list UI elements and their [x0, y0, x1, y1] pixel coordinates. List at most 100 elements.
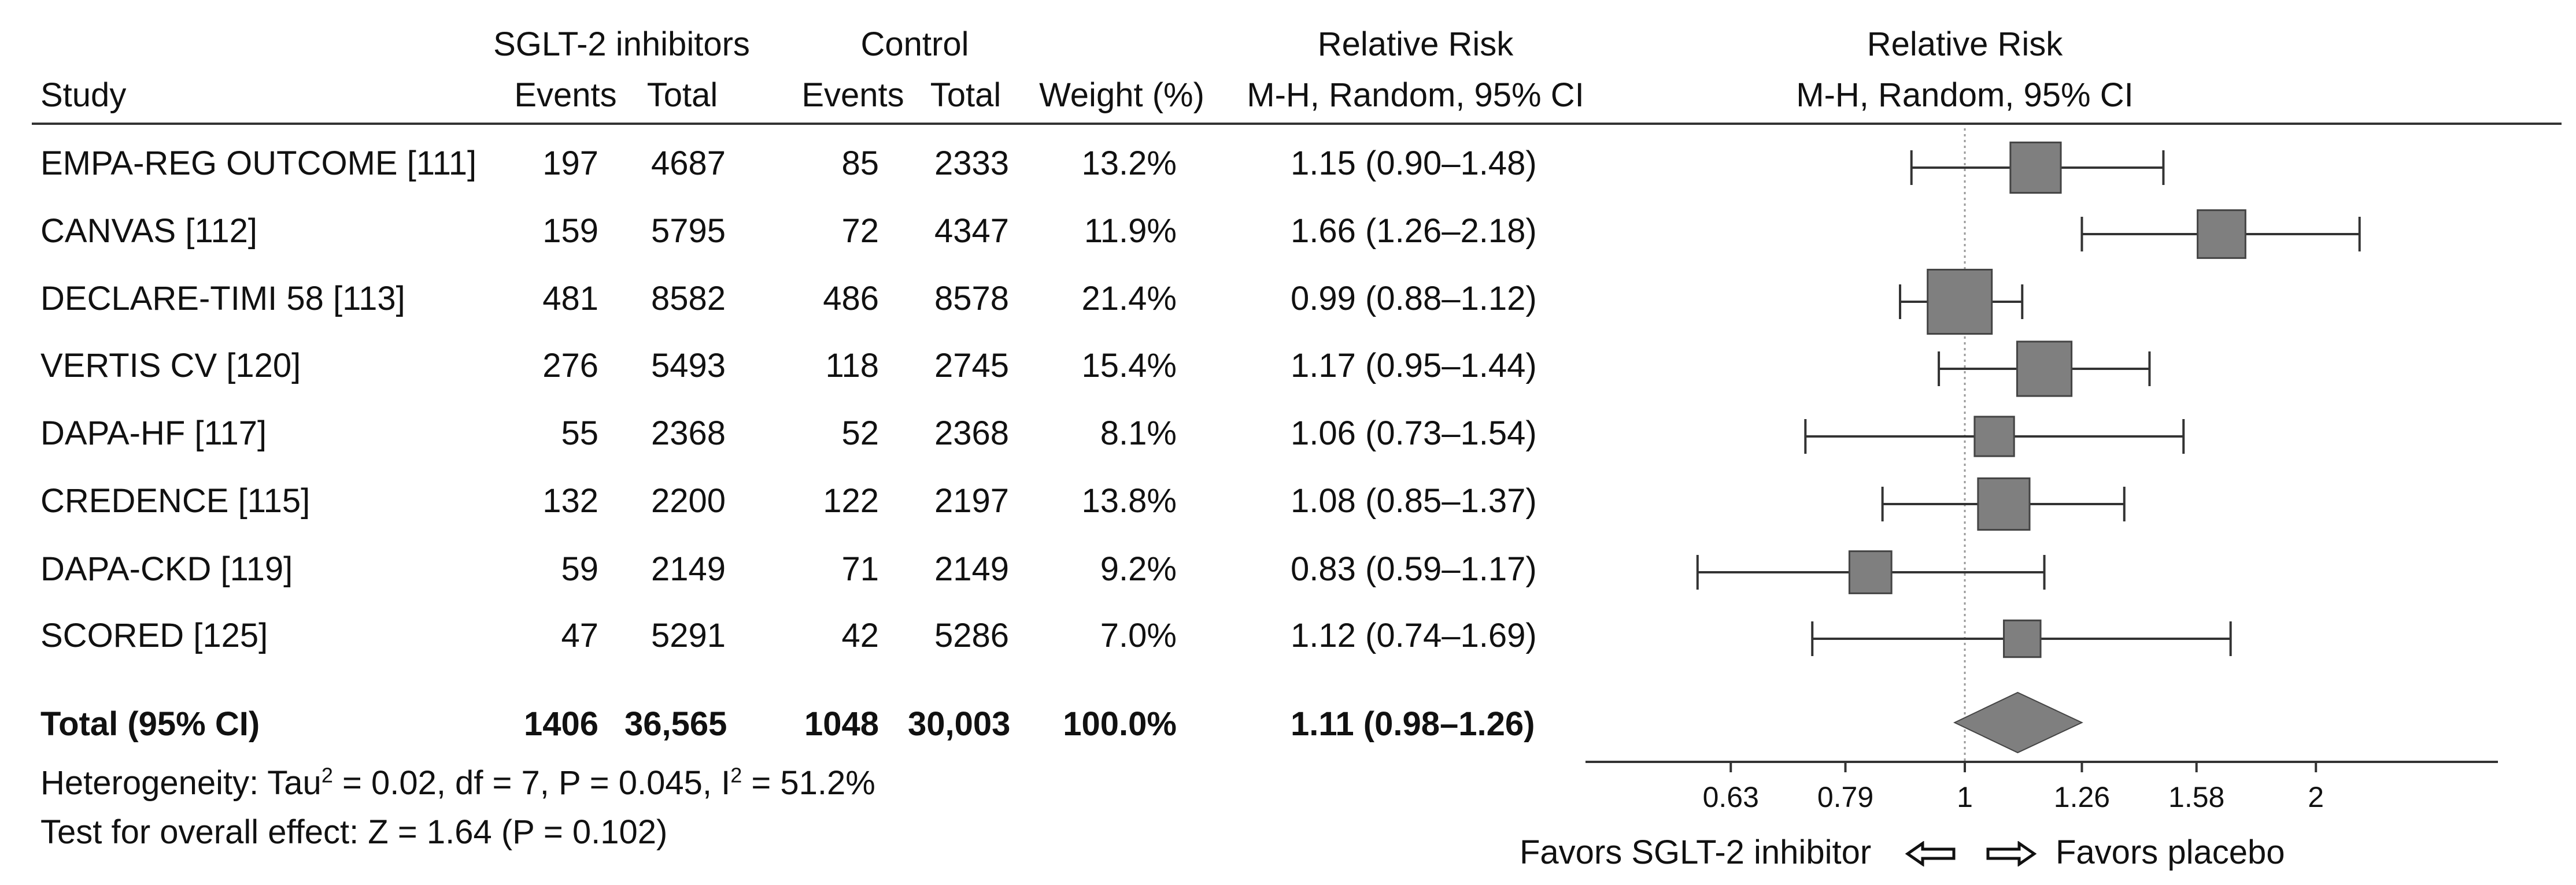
row-weight: 13.2%	[1081, 145, 1177, 182]
row-weight: 8.1%	[1100, 414, 1177, 452]
row-sglt-events: 481	[542, 280, 598, 317]
row-sglt-total: 5795	[651, 212, 726, 250]
row-sglt-total: 2368	[651, 414, 726, 452]
total-ctrl-total: 30,003	[908, 705, 1011, 743]
row-study: VERTIS CV [120]	[40, 347, 301, 384]
row-weight: 15.4%	[1081, 347, 1177, 384]
study-point	[1973, 416, 2015, 457]
row-ctrl-total: 2149	[934, 550, 1009, 588]
right-arrow-icon	[1986, 841, 2037, 867]
row-study: SCORED [125]	[40, 617, 268, 654]
row-sglt-total: 2200	[651, 482, 726, 520]
x-tick-label: 0.79	[1817, 781, 1873, 813]
header-weight: Weight (%)	[1039, 76, 1204, 114]
header-control-group: Control	[860, 25, 969, 63]
header-ctrl-events: Events	[801, 76, 904, 114]
heterogeneity-mid: = 0.02, df = 7, P = 0.045, I	[332, 764, 731, 802]
row-weight: 7.0%	[1100, 617, 1177, 654]
left-arrow-icon	[1905, 841, 1956, 867]
row-rr-text: 0.83 (0.59–1.17)	[1291, 550, 1537, 588]
pooled-diamond	[1953, 691, 2083, 754]
row-study: DECLARE-TIMI 58 [113]	[40, 280, 405, 317]
heterogeneity-suffix: = 51.2%	[742, 764, 875, 802]
total-weight: 100.0%	[1063, 705, 1177, 743]
header-ctrl-total: Total	[930, 76, 1001, 114]
study-point	[2009, 141, 2062, 194]
row-sglt-events: 132	[542, 482, 598, 520]
row-sglt-total: 5493	[651, 347, 726, 384]
row-ctrl-events: 71	[841, 550, 879, 588]
header-rr-plot-title: Relative Risk	[1867, 25, 2063, 63]
total-sglt-total: 36,565	[624, 705, 727, 743]
row-ctrl-events: 122	[823, 482, 879, 520]
row-ctrl-events: 486	[823, 280, 879, 317]
row-sglt-events: 55	[561, 414, 598, 452]
row-ctrl-total: 2333	[934, 145, 1009, 182]
row-ctrl-events: 118	[825, 347, 879, 384]
row-ctrl-events: 72	[841, 212, 879, 250]
x-tick-label: 1.58	[2168, 781, 2224, 813]
row-sglt-events: 159	[542, 212, 598, 250]
row-sglt-events: 59	[561, 550, 598, 588]
study-marks	[1696, 141, 2361, 658]
total-ctrl-events: 1048	[804, 705, 879, 743]
row-rr-text: 1.15 (0.90–1.48)	[1291, 145, 1537, 182]
row-sglt-total: 4687	[651, 145, 726, 182]
header-rr-plot-method: M-H, Random, 95% CI	[1796, 76, 2134, 114]
header-rule	[32, 123, 2562, 125]
row-rr-text: 1.12 (0.74–1.69)	[1291, 617, 1537, 654]
row-weight: 13.8%	[1081, 482, 1177, 520]
row-rr-text: 1.06 (0.73–1.54)	[1291, 414, 1537, 452]
row-weight: 9.2%	[1100, 550, 1177, 588]
row-rr-text: 1.66 (1.26–2.18)	[1291, 212, 1537, 250]
total-label: Total (95% CI)	[40, 705, 260, 743]
row-sglt-events: 197	[542, 145, 598, 182]
row-ctrl-total: 2368	[934, 414, 1009, 452]
heterogeneity-sup-i: 2	[730, 763, 742, 787]
row-study: DAPA-HF [117]	[40, 414, 267, 452]
row-study: DAPA-CKD [119]	[40, 550, 293, 588]
study-point	[1977, 477, 2031, 531]
favors-right-label: Favors placebo	[2056, 834, 2285, 871]
total-rr-text: 1.11 (0.98–1.26)	[1291, 705, 1535, 743]
header-sglt-total: Total	[646, 76, 718, 114]
header-sglt2-group: SGLT-2 inhibitors	[493, 25, 750, 63]
study-point	[2197, 209, 2246, 259]
x-tick-label: 1	[1957, 781, 1973, 813]
x-ticks: 0.63 0.79 1 1.26 1.58 2	[1703, 762, 2324, 813]
heterogeneity-note: Heterogeneity: Tau2 = 0.02, df = 7, P = …	[40, 763, 875, 803]
header-rr-text-method: M-H, Random, 95% CI	[1247, 76, 1584, 114]
row-rr-text: 0.99 (0.88–1.12)	[1291, 280, 1537, 317]
row-rr-text: 1.17 (0.95–1.44)	[1291, 347, 1537, 384]
row-sglt-events: 47	[561, 617, 598, 654]
header-study: Study	[40, 76, 127, 114]
row-ctrl-events: 85	[841, 145, 879, 182]
row-rr-text: 1.08 (0.85–1.37)	[1291, 482, 1537, 520]
study-point	[1848, 550, 1893, 594]
row-ctrl-total: 8578	[934, 280, 1009, 317]
row-ctrl-total: 2197	[934, 482, 1009, 520]
row-sglt-total: 8582	[651, 280, 726, 317]
favors-left-label: Favors SGLT-2 inhibitor	[1520, 834, 1872, 871]
study-point	[2016, 340, 2073, 397]
heterogeneity-sup-tau: 2	[321, 763, 333, 787]
study-point	[2003, 619, 2042, 658]
row-ctrl-total: 2745	[934, 347, 1009, 384]
row-weight: 21.4%	[1081, 280, 1177, 317]
row-sglt-total: 2149	[651, 550, 726, 588]
overall-effect-note: Test for overall effect: Z = 1.64 (P = 0…	[40, 813, 668, 851]
x-tick-label: 0.63	[1703, 781, 1759, 813]
row-study: CREDENCE [115]	[40, 482, 311, 520]
total-sglt-events: 1406	[523, 705, 598, 743]
row-sglt-events: 276	[542, 347, 598, 384]
row-ctrl-total: 5286	[934, 617, 1009, 654]
row-study: CANVAS [112]	[40, 212, 258, 250]
header-sglt-events: Events	[514, 76, 617, 114]
row-weight: 11.9%	[1084, 212, 1177, 250]
study-point	[1927, 268, 1993, 335]
row-sglt-total: 5291	[651, 617, 726, 654]
x-tick-label: 1.26	[2054, 781, 2110, 813]
row-ctrl-events: 52	[841, 414, 879, 452]
